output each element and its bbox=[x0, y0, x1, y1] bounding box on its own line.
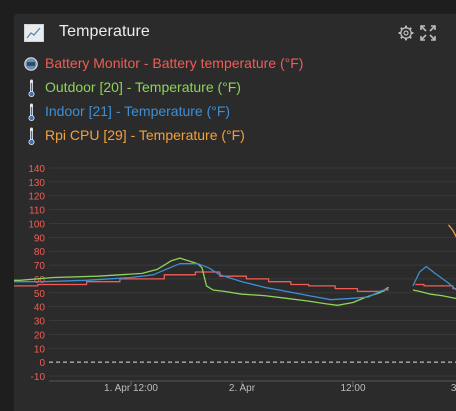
expand-icon[interactable] bbox=[420, 25, 436, 41]
legend-label: Rpi CPU [29] - Temperature (°F) bbox=[45, 127, 245, 143]
series-line-0 bbox=[415, 283, 456, 290]
series-line-0 bbox=[14, 271, 389, 293]
widget-title: Temperature bbox=[59, 23, 150, 40]
temperature-widget: Temperature Batt bbox=[14, 14, 456, 411]
x-tick-label: 12:00 bbox=[340, 383, 365, 394]
series-line-2 bbox=[412, 265, 456, 291]
x-tick-label: 2. Apr bbox=[229, 383, 256, 394]
series-line-3 bbox=[447, 224, 456, 238]
thermometer-icon bbox=[28, 103, 35, 121]
y-tick-label: 0 bbox=[39, 358, 45, 369]
thermometer-icon bbox=[28, 127, 35, 145]
chart-icon bbox=[24, 24, 44, 42]
y-tick-label: 60 bbox=[34, 275, 46, 286]
x-tick-label: 1. Apr 12:00 bbox=[104, 383, 158, 394]
y-tick-label: 130 bbox=[28, 178, 45, 189]
y-tick-label: 110 bbox=[29, 206, 45, 217]
x-tick-label: 3. Apr bbox=[451, 383, 456, 394]
y-tick-label: 140 bbox=[28, 164, 45, 175]
legend-label: Outdoor [20] - Temperature (°F) bbox=[45, 79, 241, 95]
y-tick-label: 70 bbox=[34, 261, 46, 272]
series-line-1 bbox=[412, 289, 456, 300]
y-tick-label: 90 bbox=[34, 233, 46, 244]
y-tick-label: 30 bbox=[34, 317, 46, 328]
y-tick-label: 120 bbox=[28, 192, 45, 203]
series-line-2 bbox=[14, 263, 389, 301]
y-tick-label: 100 bbox=[28, 219, 45, 230]
y-tick-label: 80 bbox=[34, 247, 46, 258]
y-tick-label: 50 bbox=[34, 289, 46, 300]
y-tick-label: 40 bbox=[34, 303, 46, 314]
series-line-1 bbox=[14, 257, 389, 306]
legend-label: Battery Monitor - Battery temperature (°… bbox=[45, 55, 304, 71]
y-tick-label: 20 bbox=[34, 330, 46, 341]
battery-monitor-icon bbox=[24, 57, 38, 71]
y-tick-label: 10 bbox=[34, 344, 46, 355]
widget-header: Temperature bbox=[14, 14, 456, 52]
gear-icon[interactable] bbox=[398, 25, 414, 41]
thermometer-icon bbox=[28, 79, 35, 97]
line-chart[interactable]: 1401301201101009080706050403020100-101. … bbox=[14, 14, 456, 411]
legend-label: Indoor [21] - Temperature (°F) bbox=[45, 103, 231, 119]
y-tick-label: -10 bbox=[31, 372, 46, 383]
